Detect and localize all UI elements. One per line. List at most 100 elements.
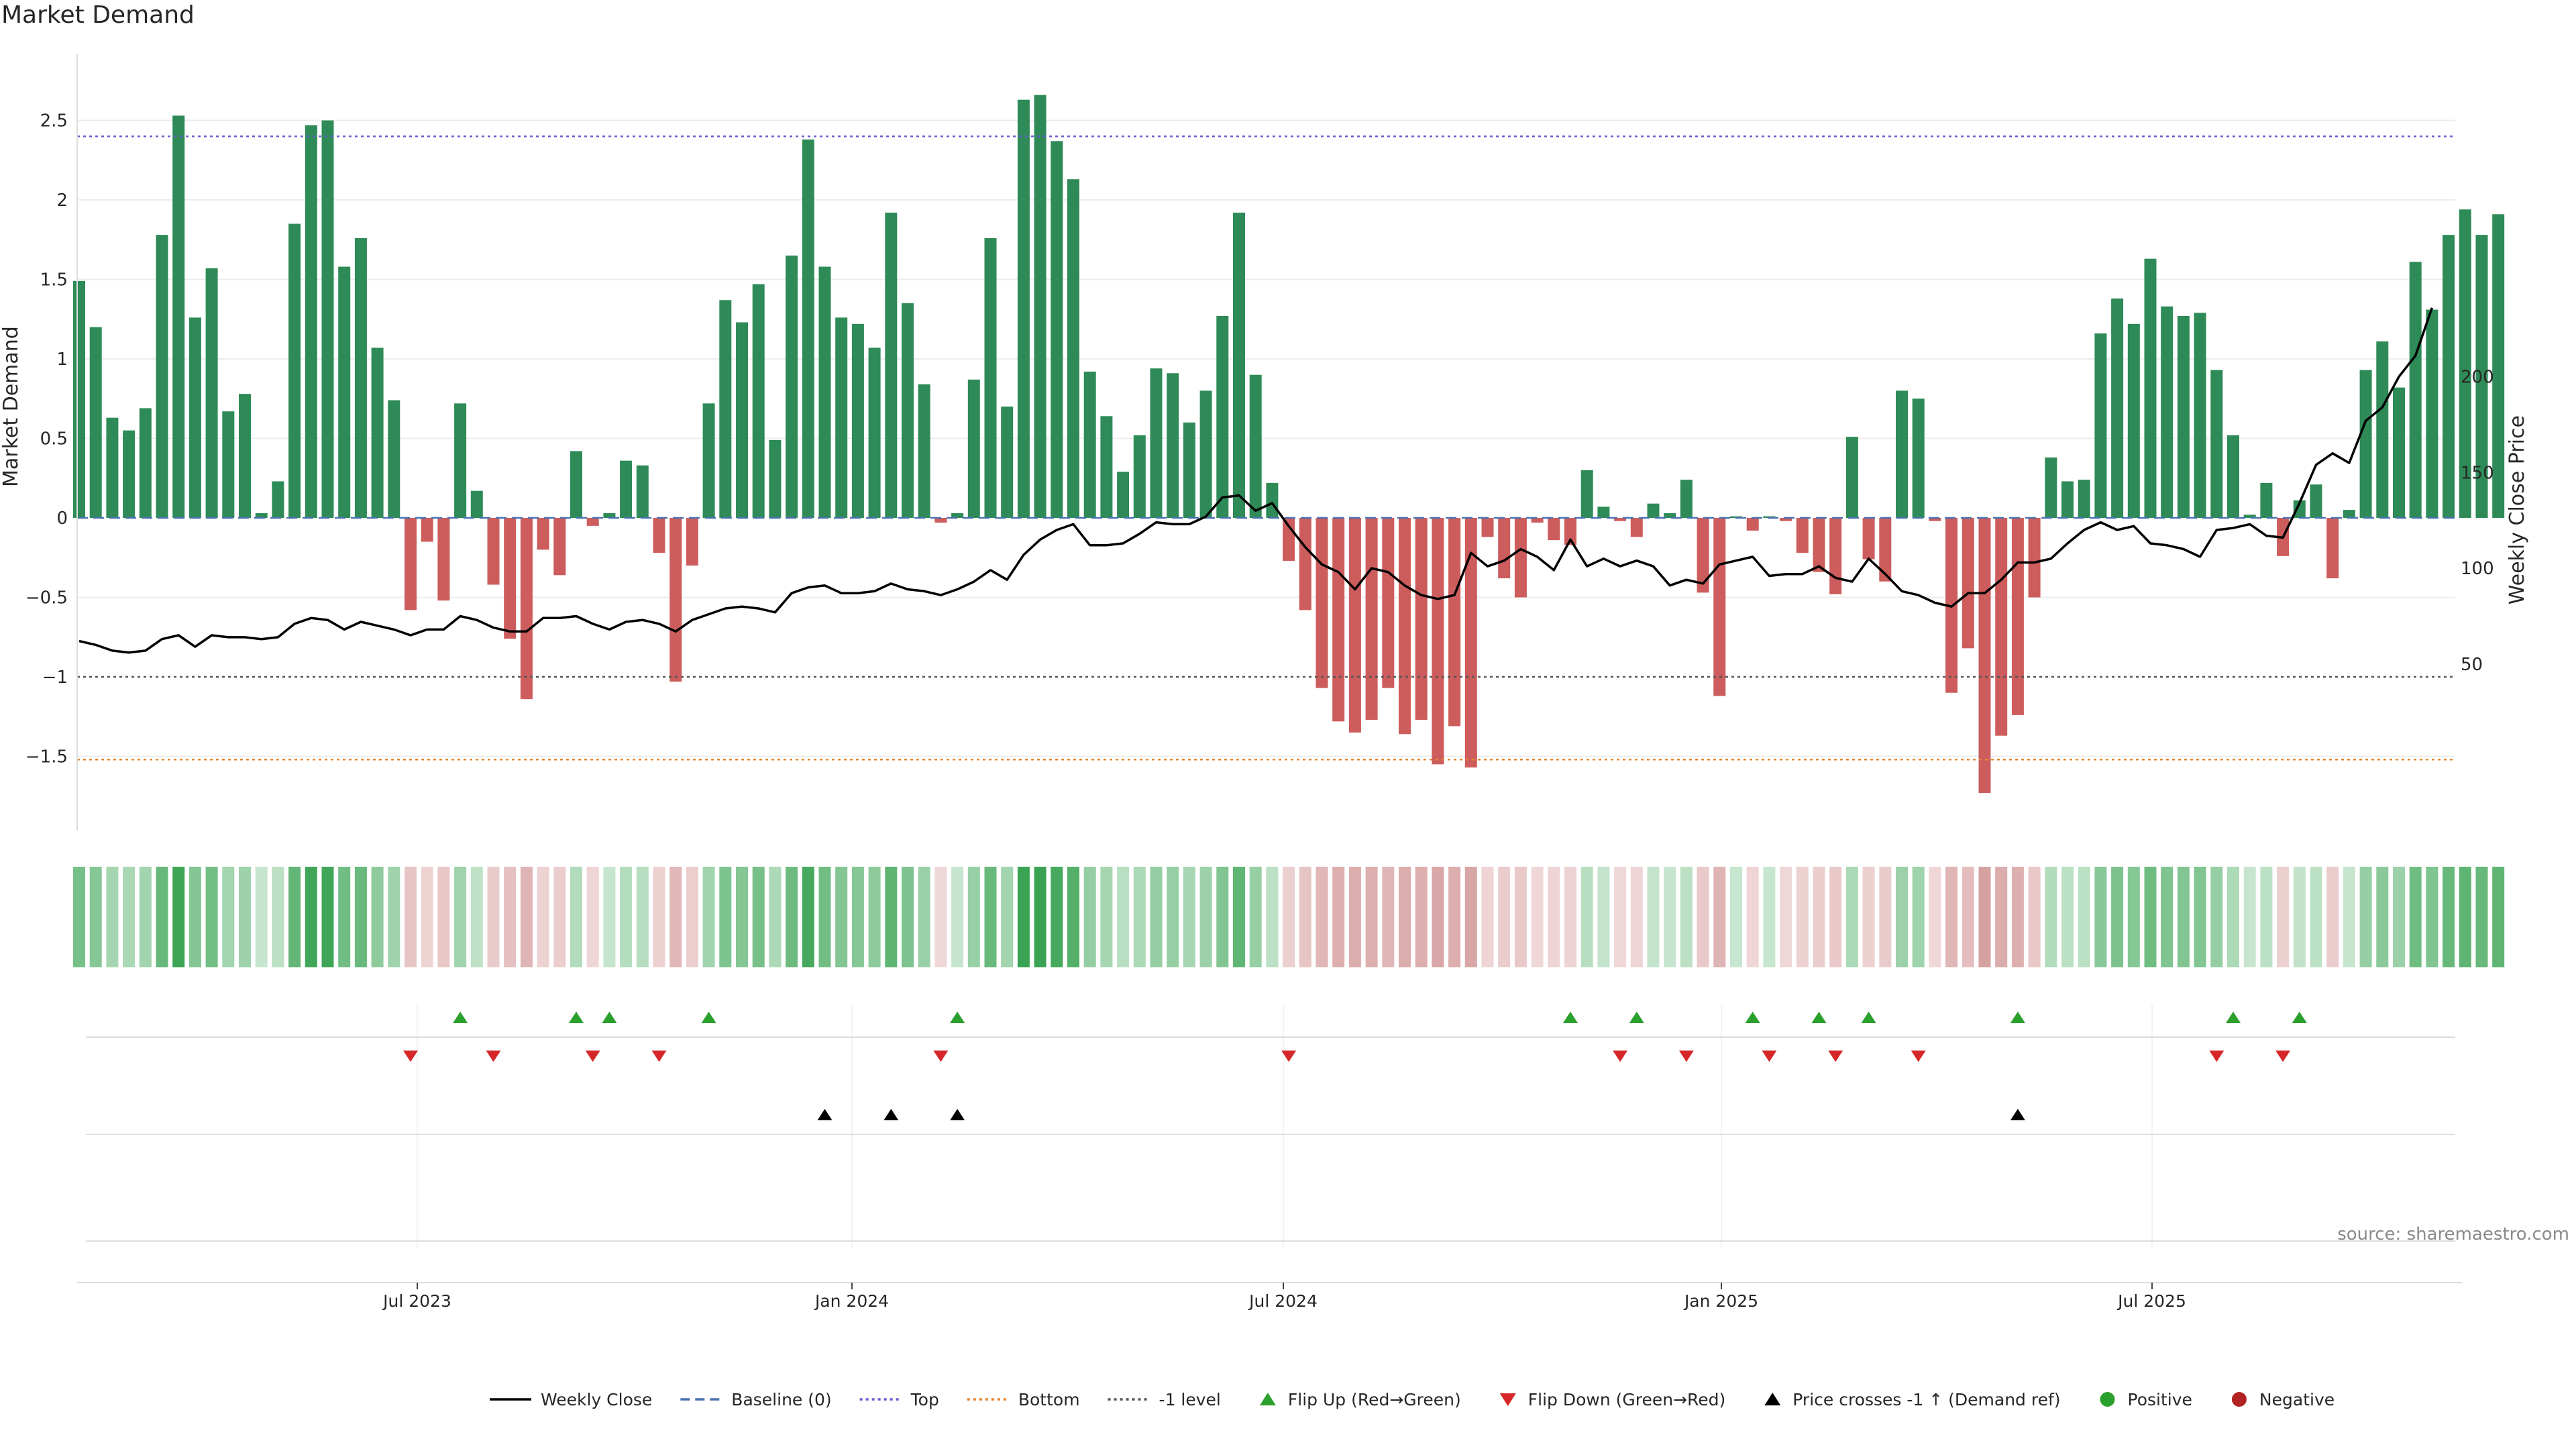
strip-cell	[255, 867, 268, 967]
strip-cell	[802, 867, 814, 967]
demand-bar	[1962, 518, 1974, 649]
demand-bar	[1216, 316, 1229, 518]
demand-bar	[2310, 484, 2322, 518]
demand-bar	[1382, 518, 1395, 688]
demand-bar	[1167, 373, 1179, 518]
demand-bar	[1365, 518, 1378, 720]
flip-down-marker	[585, 1051, 600, 1062]
demand-bar	[736, 322, 748, 518]
strip-cell	[1713, 867, 1726, 967]
demand-bar	[421, 518, 433, 542]
demand-bar	[2028, 518, 2041, 598]
strip-cell	[73, 867, 85, 967]
strip-cell	[1150, 867, 1163, 967]
price-cross-marker	[817, 1109, 833, 1120]
flip-up-marker	[602, 1012, 617, 1023]
demand-bar	[2243, 515, 2256, 518]
demand-bar	[156, 235, 168, 518]
strip-cell	[421, 867, 433, 967]
strip-cell	[1299, 867, 1311, 967]
demand-bar	[2094, 333, 2107, 518]
demand-bar	[1266, 482, 1279, 518]
strip-cell	[1432, 867, 1444, 967]
demand-bars	[73, 95, 2505, 794]
price-cross-marker	[883, 1109, 899, 1120]
flip-up-marker	[1811, 1012, 1827, 1023]
legend: Weekly Close Baseline (0) Top Bottom -1 leve…	[490, 1390, 2334, 1409]
left-tick-label: −1.5	[25, 747, 68, 767]
strip-cell	[1365, 867, 1378, 967]
strip-cell	[2194, 867, 2206, 967]
strip-cell	[520, 867, 533, 967]
demand-bar	[1713, 518, 1726, 696]
chart-title: Market Demand	[1, 1, 195, 29]
legend-key-dot	[2100, 1392, 2115, 1407]
strip-cell	[902, 867, 914, 967]
demand-bar	[1299, 518, 1311, 610]
demand-bar	[1664, 513, 1676, 518]
left-tick-label: 1	[56, 350, 68, 370]
x-axis: Jul 2023 Jan 2024 Jul 2024 Jan 2025 Jul 2025	[77, 1282, 2462, 1311]
strip-cell	[1001, 867, 1014, 967]
strip-cell	[1896, 867, 1908, 967]
strip-cell	[239, 867, 251, 967]
demand-bar	[1630, 518, 1643, 537]
strip-cell	[2061, 867, 2074, 967]
strip-cell	[1399, 867, 1411, 967]
strip-cell	[470, 867, 483, 967]
demand-bar	[769, 439, 782, 518]
left-tick-label: 2.5	[40, 111, 68, 131]
strip-cell	[2376, 867, 2389, 967]
x-tick-label: Jul 2025	[2116, 1291, 2186, 1311]
demand-bar	[553, 518, 566, 576]
flip-up-marker	[2292, 1012, 2307, 1023]
demand-bar	[106, 417, 119, 518]
right-axis-label: Weekly Close Price	[2506, 415, 2529, 604]
demand-bar	[1829, 518, 1842, 594]
strip-cell	[1548, 867, 1560, 967]
demand-bar	[1548, 518, 1560, 541]
demand-bar	[1051, 141, 1063, 518]
strip-cell	[2277, 867, 2290, 967]
strip-cell	[2426, 867, 2438, 967]
demand-bar	[288, 223, 301, 518]
strip-cell	[288, 867, 301, 967]
flip-down-marker	[1911, 1051, 1926, 1062]
strip-cell	[752, 867, 765, 967]
strip-cell	[504, 867, 517, 967]
strip-cell	[1283, 867, 1295, 967]
strip-cell	[868, 867, 881, 967]
strip-cell	[1100, 867, 1113, 967]
demand-bar	[1464, 518, 1477, 768]
strip-cell	[1746, 867, 1759, 967]
strip-cell	[2293, 867, 2306, 967]
demand-bar	[2177, 316, 2190, 518]
strip-cell	[1978, 867, 1991, 967]
strip-cell	[338, 867, 351, 967]
strip-cell	[603, 867, 616, 967]
flip-up-marker	[453, 1012, 468, 1023]
strip-cell	[2011, 867, 2024, 967]
flip-up-marker	[2226, 1012, 2241, 1023]
demand-bar	[1796, 518, 1809, 553]
demand-bar	[1348, 518, 1361, 733]
strip-cell	[851, 867, 864, 967]
strip-cell	[1051, 867, 1063, 967]
strip-cell	[1697, 867, 1709, 967]
demand-bar	[2227, 435, 2239, 518]
strip-cell	[2393, 867, 2405, 967]
strip-cell	[1845, 867, 1858, 967]
strip-cell	[371, 867, 384, 967]
strip-cell	[2243, 867, 2256, 967]
strip-cell	[1780, 867, 1792, 967]
strip-cell	[1183, 867, 1195, 967]
strip-cell	[1481, 867, 1494, 967]
strip-cell	[620, 867, 633, 967]
flip-down-marker	[2209, 1051, 2224, 1062]
demand-bar	[2343, 510, 2355, 518]
demand-bar	[1862, 518, 1875, 559]
demand-bar	[2426, 309, 2438, 518]
flip-up-marker	[701, 1012, 716, 1023]
strip-cell	[951, 867, 964, 967]
